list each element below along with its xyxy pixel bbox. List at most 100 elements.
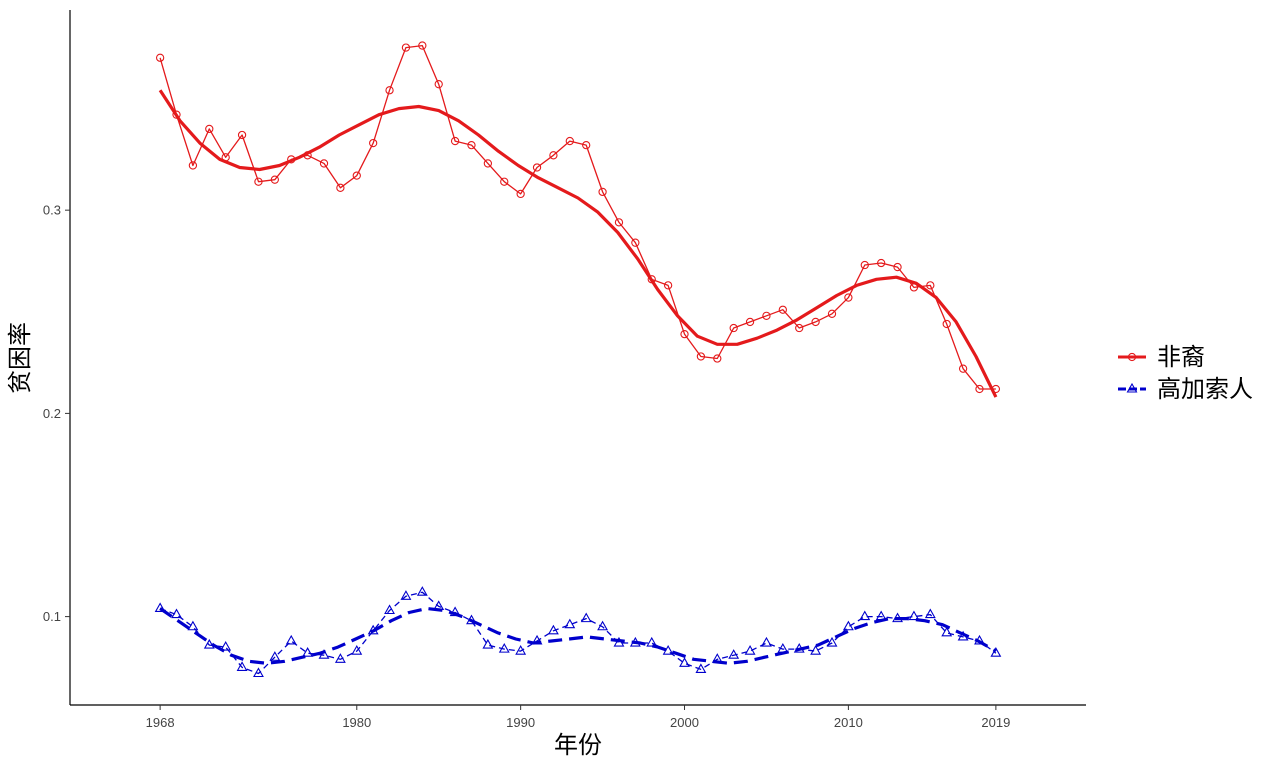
- data-point: [795, 323, 804, 333]
- smooth-lines: [158, 89, 998, 665]
- data-point: [565, 136, 574, 146]
- series-2: [154, 586, 1002, 678]
- data-point: [860, 260, 869, 270]
- data-point: [171, 608, 182, 619]
- data-point: [466, 614, 477, 625]
- data-point: [695, 663, 707, 673]
- data-point: [613, 636, 625, 647]
- data-point: [450, 136, 460, 146]
- data-point: [892, 612, 903, 623]
- data-point: [467, 140, 476, 150]
- data-point: [416, 586, 428, 596]
- series-lines: [154, 41, 1002, 678]
- data-point: [318, 649, 330, 659]
- data-point: [547, 624, 559, 635]
- y-ticks: 0.1 0.2 0.3: [43, 203, 70, 624]
- smooth-line-series-1: [158, 89, 998, 398]
- x-tick-label: 2010: [834, 715, 863, 730]
- data-point: [582, 140, 591, 150]
- smooth-line-series-2: [159, 606, 997, 665]
- data-point: [564, 618, 576, 629]
- data-point: [745, 317, 755, 327]
- legend-item-1: 非裔: [1118, 343, 1205, 371]
- data-point: [253, 667, 264, 678]
- data-point: [614, 218, 624, 227]
- data-point: [793, 642, 805, 653]
- data-point: [221, 153, 230, 162]
- data-point: [909, 283, 919, 292]
- data-point: [254, 177, 263, 186]
- data-point: [975, 384, 984, 394]
- data-point: [336, 183, 345, 192]
- data-point: [663, 281, 673, 290]
- data-point: [908, 610, 920, 621]
- data-point: [877, 258, 886, 268]
- series-1: [155, 41, 1001, 394]
- data-point: [351, 645, 363, 655]
- data-point: [597, 620, 609, 631]
- legend-key-marker: [1127, 352, 1137, 362]
- data-point: [942, 319, 951, 329]
- data-point: [826, 636, 838, 647]
- data-point: [713, 354, 722, 363]
- data-point: [647, 275, 656, 284]
- data-point: [811, 317, 820, 327]
- y-tick-label: 0.3: [43, 203, 61, 218]
- x-ticks: 1968 1980 1990 2000 2010 2019: [146, 705, 1010, 730]
- data-point: [958, 364, 968, 373]
- data-point: [287, 155, 296, 164]
- legend-key-marker: [1126, 382, 1138, 393]
- data-point: [285, 634, 297, 645]
- data-point: [334, 653, 346, 663]
- data-point: [498, 642, 510, 653]
- series-line: [159, 591, 997, 675]
- data-point: [532, 163, 542, 172]
- data-point: [893, 262, 902, 272]
- data-point: [369, 138, 378, 148]
- x-tick-label: 1980: [342, 715, 371, 730]
- x-tick-label: 1968: [146, 715, 175, 730]
- data-point: [516, 189, 525, 199]
- data-point: [205, 124, 214, 134]
- data-point: [728, 649, 740, 659]
- data-point: [482, 638, 494, 649]
- data-point: [418, 41, 427, 50]
- data-point: [762, 311, 771, 320]
- plot-area: 1968 1980 1990 2000 2010 2019 0.1 0.2 0.3: [43, 10, 1086, 730]
- data-point: [926, 281, 935, 290]
- data-point: [269, 651, 281, 661]
- data-point: [680, 329, 689, 339]
- data-point: [449, 606, 461, 617]
- data-point: [434, 80, 443, 89]
- data-point: [744, 645, 756, 655]
- data-point: [203, 638, 215, 649]
- data-point: [679, 657, 690, 667]
- legend-label: 非裔: [1157, 343, 1205, 371]
- data-point: [302, 647, 314, 657]
- y-axis-title: 贫困率: [6, 322, 34, 394]
- x-tick-label: 2019: [981, 715, 1010, 730]
- data-point: [500, 177, 509, 186]
- data-point: [696, 352, 706, 361]
- data-point: [531, 634, 543, 645]
- legend-item-2: 高加索人: [1118, 375, 1253, 403]
- x-tick-label: 1990: [506, 715, 535, 730]
- data-point: [629, 636, 641, 647]
- data-point: [187, 620, 199, 631]
- data-point: [990, 647, 1002, 657]
- data-point: [778, 305, 787, 314]
- data-point: [761, 636, 772, 647]
- data-point: [385, 86, 394, 95]
- data-point: [154, 602, 166, 613]
- data-point: [433, 600, 445, 610]
- legend-label: 高加索人: [1157, 375, 1253, 403]
- data-point: [580, 612, 592, 623]
- y-tick-label: 0.2: [43, 406, 61, 421]
- data-point: [844, 293, 853, 302]
- data-point: [827, 309, 837, 318]
- data-point: [729, 323, 738, 333]
- data-point: [859, 610, 871, 621]
- data-point: [319, 159, 329, 168]
